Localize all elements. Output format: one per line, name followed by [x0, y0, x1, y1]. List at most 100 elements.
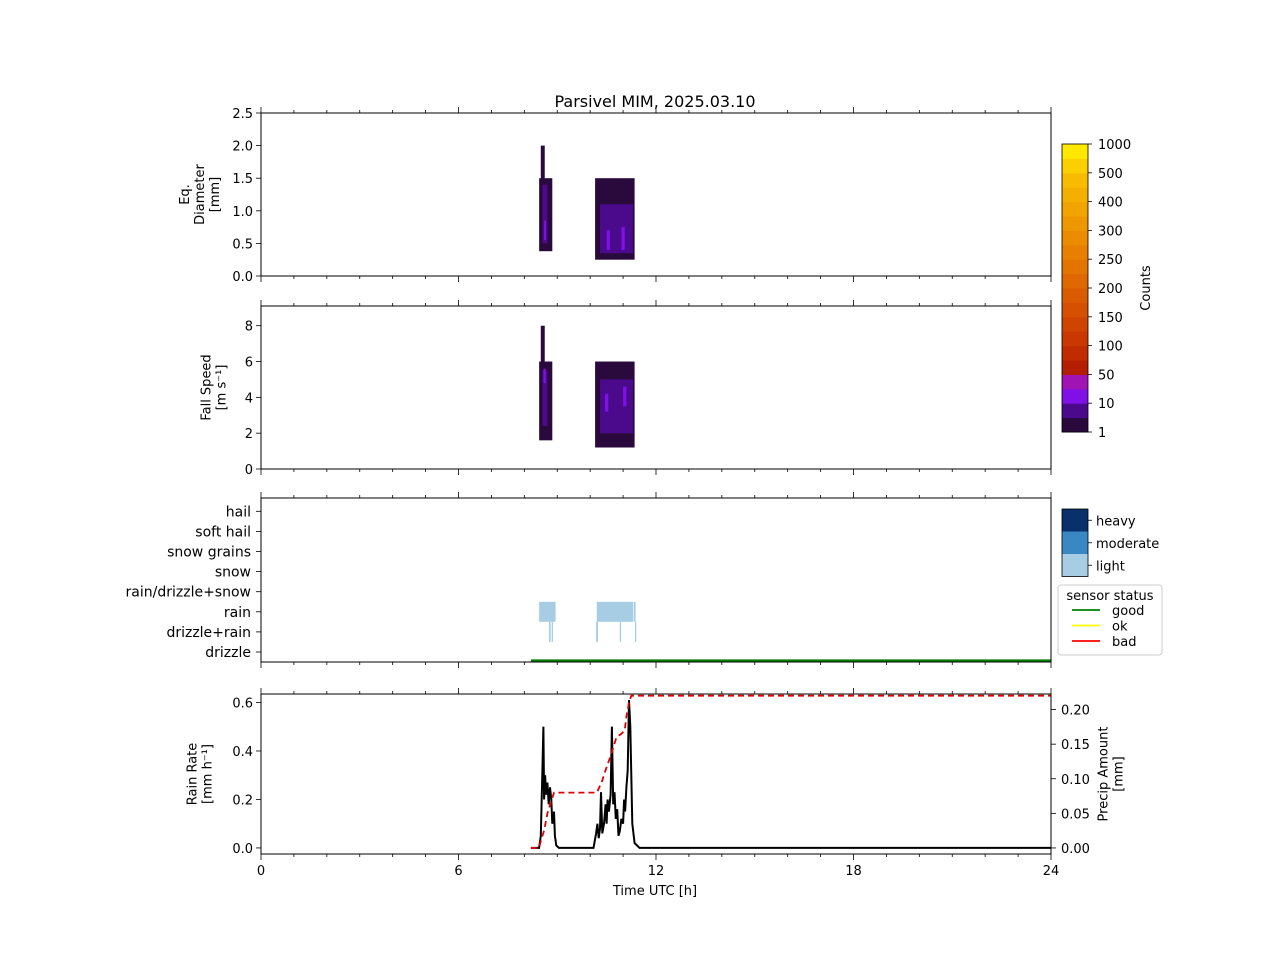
heatmap-cell [604, 393, 609, 412]
colorbar-segment [1062, 187, 1088, 203]
y-tick-label: 2 [245, 427, 253, 442]
colorbar-segment [1062, 360, 1088, 375]
y-tick-label: 6 [245, 356, 253, 371]
heatmap-cell [621, 227, 625, 250]
panels: 0.00.51.01.52.02.5Eq. Diameter [mm]02468Fa… [126, 107, 1163, 879]
colorbar-segment [1062, 230, 1088, 246]
sensor-legend-title: sensor status [1066, 589, 1153, 604]
precip-type-label: snow grains [167, 545, 251, 561]
series-rain-rate [530, 700, 1051, 849]
precip-type-bar [596, 621, 599, 642]
colorbar-segment [1062, 216, 1088, 231]
colorbar-segment [1062, 388, 1088, 404]
y2-tick-label: 0.00 [1061, 842, 1090, 857]
y-tick-label: 0.4 [232, 745, 253, 760]
type-legend-frame [1061, 508, 1089, 577]
colorbar-tick-label: 300 [1098, 224, 1123, 239]
fall_speed-ylabel: Fall Speed [m s⁻¹] [200, 354, 230, 420]
colorbar-segment [1062, 144, 1088, 159]
precip-type-label: drizzle+rain [166, 625, 251, 641]
sensor-legend-label-ok: ok [1112, 620, 1128, 635]
colorbar-tick-label: 100 [1098, 340, 1123, 355]
precip-amount-ylabel-line: [mm] [1112, 756, 1127, 791]
colorbar-tick-label: 500 [1098, 167, 1123, 182]
rain-rate-ylabel-line: [mm h⁻¹] [201, 744, 216, 804]
fall_speed-ylabel-line: [m s⁻¹] [215, 365, 230, 411]
colorbar-segment [1062, 201, 1088, 217]
y-tick-label: 2.5 [232, 107, 253, 122]
precip-type-bar [539, 601, 556, 622]
y-tick-label: 0.0 [232, 842, 253, 857]
x-tick-label: 6 [454, 864, 462, 879]
x-tick-label: 24 [1043, 864, 1060, 879]
type-legend-label: light [1096, 559, 1125, 574]
precip-type-bar [619, 621, 622, 642]
y-tick-label: 0.6 [232, 696, 253, 711]
sensor-legend-label-good: good [1112, 604, 1144, 619]
fall_speed-ylabel-line: Fall Speed [200, 354, 215, 420]
type-legend-swatch-heavy [1062, 509, 1088, 532]
heatmap-cell [542, 370, 548, 427]
diameter-ylabel-line: Diameter [193, 164, 208, 225]
x-axis-label: Time UTC [h] [612, 884, 697, 899]
sensor-legend-box [1057, 584, 1163, 656]
colorbar-segment [1062, 403, 1088, 419]
precip-type-label: soft hail [195, 524, 251, 540]
x-tick-label: 18 [845, 864, 862, 879]
precip-type-label: hail [226, 504, 251, 520]
x-tick-label: 12 [648, 864, 665, 879]
heatmap-cell [544, 220, 547, 241]
heatmap-cell [623, 386, 627, 407]
type-legend-label: heavy [1096, 514, 1136, 529]
precip-type-label: rain/drizzle+snow [126, 585, 251, 601]
heatmap-cell [600, 204, 633, 254]
y-tick-label: 1.0 [232, 205, 253, 220]
rain-rate-ylabel: Rain Rate [mm h⁻¹] [186, 743, 216, 806]
precip-type-bar [596, 601, 633, 622]
colorbar-segment [1062, 288, 1088, 303]
series-precip-amount [530, 694, 1051, 849]
precip-type-label: rain [224, 605, 251, 621]
y-tick-label: 0.0 [232, 270, 253, 285]
colorbar-tick-label: 1000 [1098, 138, 1131, 153]
heatmap-cell [606, 230, 610, 250]
colorbar-tick-label: 400 [1098, 196, 1123, 211]
precip-type-label: drizzle [205, 645, 251, 661]
figure-title: Parsivel MIM, 2025.03.10 [554, 92, 755, 111]
precip-type-bar [549, 621, 551, 642]
y-tick-label: 1.5 [232, 172, 253, 187]
heatmap-cell [543, 368, 546, 384]
rain-rate-ylabel-line: Rain Rate [186, 743, 201, 806]
colorbar-label-group: Counts [1139, 265, 1154, 311]
colorbar-label: Counts [1139, 265, 1154, 311]
colorbar-tick-label: 150 [1098, 311, 1123, 326]
colorbar-segment [1062, 172, 1088, 188]
colorbar-tick-label: 1 [1098, 426, 1106, 441]
y-tick-label: 2.0 [232, 140, 253, 155]
type-legend-label: moderate [1096, 537, 1159, 552]
sensor-legend-label-bad: bad [1112, 635, 1136, 650]
colorbar-segment [1062, 302, 1088, 318]
y2-tick-label: 0.10 [1061, 773, 1090, 788]
precip-amount-ylabel: Precip Amount [mm] [1097, 727, 1127, 822]
colorbar-segment [1062, 345, 1088, 361]
y2-tick-label: 0.15 [1061, 738, 1090, 753]
type-legend-swatch-light [1062, 554, 1088, 577]
precip-type-label: snow [215, 565, 251, 581]
y-tick-label: 0 [245, 463, 253, 478]
heatmap-cell [542, 184, 548, 244]
x-tick-label: 0 [257, 864, 265, 879]
precip-type-bar [634, 621, 637, 642]
colorbar-segment [1062, 273, 1088, 289]
colorbar-segment [1062, 331, 1088, 347]
colorbar-tick-label: 200 [1098, 282, 1123, 297]
y-tick-label: 8 [245, 320, 253, 335]
colorbar-segment [1062, 259, 1088, 275]
diameter-ylabel-line: Eq. [178, 184, 193, 205]
y-tick-label: 4 [245, 391, 253, 406]
precip-type-bar [633, 601, 636, 622]
y-tick-label: 0.2 [232, 793, 253, 808]
y-tick-label: 0.5 [232, 237, 253, 252]
